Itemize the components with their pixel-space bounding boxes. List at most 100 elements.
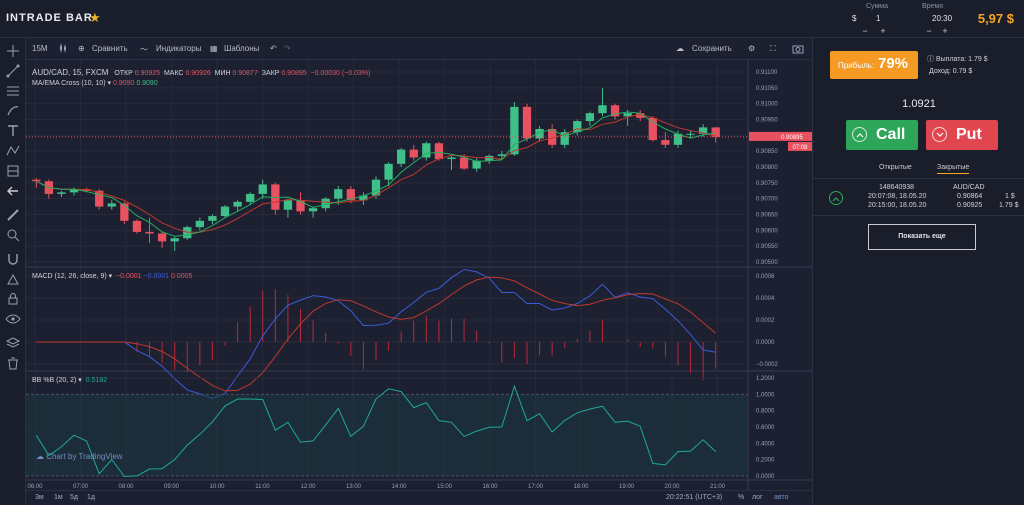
settings-gear-icon[interactable]: ⚙	[748, 44, 756, 53]
fibonacci-icon[interactable]	[5, 84, 21, 98]
put-label: Put	[956, 126, 982, 143]
price-tick-label: 0.90950	[756, 118, 778, 124]
screenshot-camera-icon[interactable]	[792, 44, 804, 56]
candle-body	[258, 184, 267, 194]
deal-pair: AUD/CAD	[953, 184, 985, 191]
range-5d[interactable]: 5д	[70, 494, 78, 501]
deal-row[interactable]: 148640938 20:07:08, 18.05.20 20:15:00, 1…	[813, 178, 1024, 216]
lock-icon[interactable]	[5, 292, 21, 306]
candle-body	[434, 143, 444, 160]
save-button[interactable]: Сохранить	[692, 44, 732, 53]
range-1d[interactable]: 1д	[87, 494, 95, 501]
trade-panel: Прибыль: 79% ⓘ Выплата: 1.79 $ Доход: 0.…	[812, 38, 1024, 505]
put-button[interactable]: Put	[926, 120, 998, 150]
trendline-icon[interactable]	[5, 64, 21, 78]
close-key: ЗАКР	[261, 70, 280, 77]
chart-canvas[interactable]: 06:00 07:00 08:00 09:00 10:00 11:00 12:00 13:00…	[26, 60, 812, 490]
templates-grid-icon[interactable]: ▦	[210, 44, 218, 53]
zoom-icon[interactable]	[5, 228, 21, 242]
deal-open-price: 0.90864	[957, 193, 983, 200]
bb-label: BB %B (20, 2)	[32, 377, 77, 384]
percent-toggle[interactable]: %	[738, 494, 745, 501]
compare-button[interactable]: Сравнить	[92, 44, 128, 53]
candle-body	[95, 190, 104, 207]
candle-body	[636, 113, 645, 118]
chart-area[interactable]: 06:00 07:00 08:00 09:00 10:00 11:00 12:00 13:00…	[26, 60, 812, 490]
payout-text: Выплата: 1.79 $	[935, 56, 988, 63]
candle-body	[145, 231, 154, 234]
call-button[interactable]: Call	[846, 120, 918, 150]
lock-drawing-icon[interactable]	[5, 272, 21, 286]
time-tick-label: 20:00	[664, 484, 680, 490]
macd-tick-label: −0.0002	[756, 362, 779, 368]
favorite-star-icon[interactable]: ★	[89, 10, 101, 25]
candle-body	[132, 220, 142, 232]
tradingview-watermark[interactable]: ☁ Chart by TradingView	[36, 452, 123, 461]
bb-tick-label: 0.2000	[756, 458, 775, 464]
candle-body	[711, 127, 720, 137]
macd-legend[interactable]: MACD (12, 26, close, 9) ▾ −0.0001 −0.000…	[32, 273, 193, 280]
candle-body	[573, 121, 582, 133]
amount-decrease-button[interactable]: −	[862, 26, 868, 36]
templates-button[interactable]: Шаблоны	[224, 44, 260, 53]
log-toggle[interactable]: лог	[752, 494, 763, 501]
time-tick-label: 15:00	[437, 484, 453, 490]
prediction-icon[interactable]	[5, 164, 21, 178]
candle-body	[686, 133, 695, 135]
bb-legend[interactable]: BB %B (20, 2) ▾ 0.5182	[32, 377, 108, 384]
candle-style-icon[interactable]	[58, 43, 68, 55]
magnet-icon[interactable]	[5, 252, 21, 266]
back-arrow-icon[interactable]	[5, 184, 21, 198]
amount-input[interactable]: 1	[876, 14, 881, 23]
undo-icon[interactable]: ↶	[270, 44, 277, 53]
interval-selector[interactable]: 15M	[32, 44, 48, 53]
ma-value-2: 0.9090	[136, 80, 158, 87]
ma-legend[interactable]: MA/EMA Cross (10, 10) ▾ 0.9090 0.9090	[32, 80, 158, 87]
candle-body	[334, 189, 343, 199]
ma-label: MA/EMA Cross (10, 10)	[32, 80, 106, 87]
low-value: 0.90877	[232, 70, 258, 77]
pattern-icon[interactable]	[5, 144, 21, 158]
candle-body	[610, 105, 620, 117]
bb-tick-label: 0.4000	[756, 441, 775, 447]
price-tick-label: 0.90600	[756, 228, 778, 234]
ma-line-green	[36, 111, 716, 237]
time-increase-button[interactable]: +	[942, 26, 948, 36]
redo-icon[interactable]: ↷	[284, 44, 291, 53]
crosshair-icon[interactable]	[5, 44, 21, 58]
bb-band-fill	[26, 394, 748, 476]
macd-value-1: −0.0001	[116, 273, 142, 280]
compare-plus-icon[interactable]: ⊕	[78, 44, 85, 53]
amount-increase-button[interactable]: +	[880, 26, 886, 36]
eye-icon[interactable]	[5, 312, 21, 326]
layers-icon[interactable]	[5, 336, 21, 350]
macd-tick-label: 0.0006	[756, 274, 775, 280]
text-tool-icon[interactable]	[5, 124, 21, 138]
indicators-wave-icon[interactable]: 〜	[140, 45, 148, 54]
macd-value-2: −0.0001	[143, 273, 170, 280]
time-input[interactable]: 20:30	[932, 14, 953, 23]
amount-label: Сумма	[866, 3, 888, 10]
call-label: Call	[876, 126, 906, 143]
cloud-icon[interactable]: ☁	[676, 44, 684, 53]
profit-value: 79%	[878, 55, 909, 72]
tab-open[interactable]: Открытые	[879, 164, 912, 171]
trash-icon[interactable]	[5, 356, 21, 370]
auto-toggle[interactable]: авто	[774, 494, 789, 501]
candle-body	[346, 189, 355, 201]
range-3m[interactable]: 3м	[35, 494, 44, 501]
time-decrease-button[interactable]: −	[926, 26, 932, 36]
ruler-icon[interactable]	[5, 208, 21, 222]
fullscreen-icon[interactable]: ⛶	[770, 44, 776, 53]
time-tag-bg	[788, 141, 812, 151]
brush-icon[interactable]	[5, 104, 21, 118]
account-balance[interactable]: 5,97 $	[977, 11, 1014, 26]
range-1m[interactable]: 1м	[54, 494, 63, 501]
show-more-button[interactable]: Показать еще	[868, 224, 976, 250]
tab-closed[interactable]: Закрытые	[937, 164, 970, 174]
deal-close-time: 20:15:00, 18.05.20	[868, 202, 927, 209]
candle-body	[371, 179, 381, 196]
price-tick-label: 0.91100	[756, 70, 778, 76]
indicators-button[interactable]: Индикаторы	[156, 44, 202, 53]
